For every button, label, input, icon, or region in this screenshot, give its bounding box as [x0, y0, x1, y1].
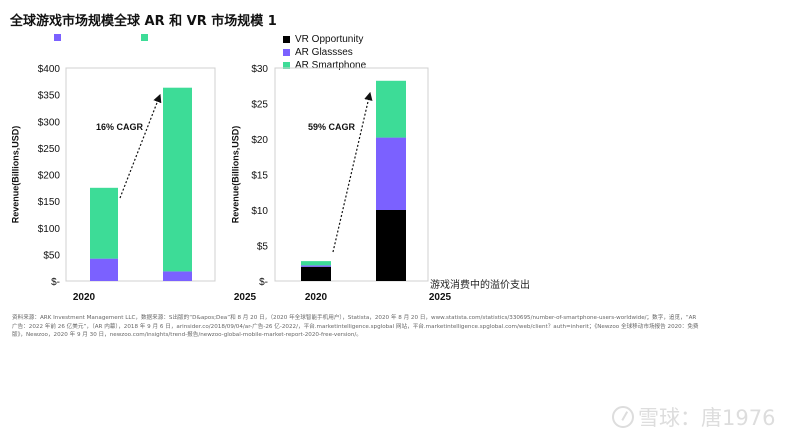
legend-swatch [283, 62, 290, 69]
y-tick-label: $200 [38, 171, 61, 182]
y-axis-label: Revenue(Billions,USD) [230, 126, 240, 224]
bar-segment [376, 137, 406, 210]
source-footnote: 资料来源：ARK Investment Management LLC，数据来源：… [12, 315, 699, 338]
bar-segment [301, 261, 331, 266]
y-tick-label: $300 [38, 117, 61, 128]
y-tick-label: $30 [251, 64, 268, 75]
bar-segment [376, 80, 406, 138]
cagr-annotation: 16% CAGR [96, 122, 144, 132]
x-tick-label: 2020 [73, 292, 96, 303]
cagr-arrow [119, 93, 162, 199]
y-tick-label: $50 [43, 250, 60, 261]
y-tick-label: $5 [257, 242, 269, 253]
watermark: 雪球：唐1976 [612, 402, 775, 432]
y-tick-label: $150 [38, 197, 61, 208]
legend-item-ar-glasses [54, 34, 61, 41]
legend-item-vr: VR Opportunity [283, 33, 366, 46]
legend-label: AR Smartphone [295, 60, 367, 71]
left-chart-legend [54, 34, 148, 41]
bar-segment [90, 187, 118, 259]
y-tick-label: $20 [251, 135, 268, 146]
y-tick-label: $400 [38, 64, 61, 75]
y-tick-label: $350 [38, 91, 61, 102]
x-tick-label: 2025 [429, 292, 452, 303]
y-tick-label: $15 [251, 171, 268, 182]
legend-item-ar-smartphone: AR Smartphone [283, 59, 366, 72]
y-axis-label: Revenue(Billions,USD) [10, 126, 20, 224]
legend-swatch [54, 34, 61, 41]
bar-segment [90, 258, 118, 281]
right-chart-legend: VR Opportunity AR Glassses AR Smartphone [283, 33, 366, 72]
legend-swatch [283, 49, 290, 56]
cagr-annotation: 59% CAGR [308, 122, 356, 132]
y-tick-label: $10 [251, 206, 268, 217]
y-tick-label: $- [259, 277, 268, 288]
y-tick-label: $100 [38, 224, 61, 235]
legend-swatch [283, 36, 290, 43]
plot-frame [65, 67, 216, 282]
plot-frame [274, 67, 429, 282]
bar-segment [301, 266, 331, 281]
legend-item-ar-glasses: AR Glassses [283, 46, 366, 59]
cagr-arrow [332, 91, 373, 253]
legend-swatch [141, 34, 148, 41]
page-title: 全球游戏市场规模全球 AR 和 VR 市场规模 1 [10, 14, 277, 29]
legend-label: VR Opportunity [295, 34, 364, 45]
chart-note: 游戏消费中的溢价支出 [430, 280, 530, 291]
bar-segment [163, 271, 192, 281]
y-tick-label: $250 [38, 144, 61, 155]
y-tick-label: $- [51, 277, 60, 288]
x-tick-label: 2025 [234, 292, 257, 303]
legend-item-ar-smartphone [141, 34, 148, 41]
watermark-text: 雪球：唐1976 [638, 406, 776, 430]
y-tick-label: $25 [251, 100, 268, 111]
bar-segment [376, 210, 406, 281]
bar-segment [163, 87, 192, 272]
bar-segment [301, 265, 331, 267]
x-tick-label: 2020 [305, 292, 328, 303]
legend-label: AR Glassses [295, 47, 353, 58]
snowball-logo-icon [612, 406, 634, 428]
